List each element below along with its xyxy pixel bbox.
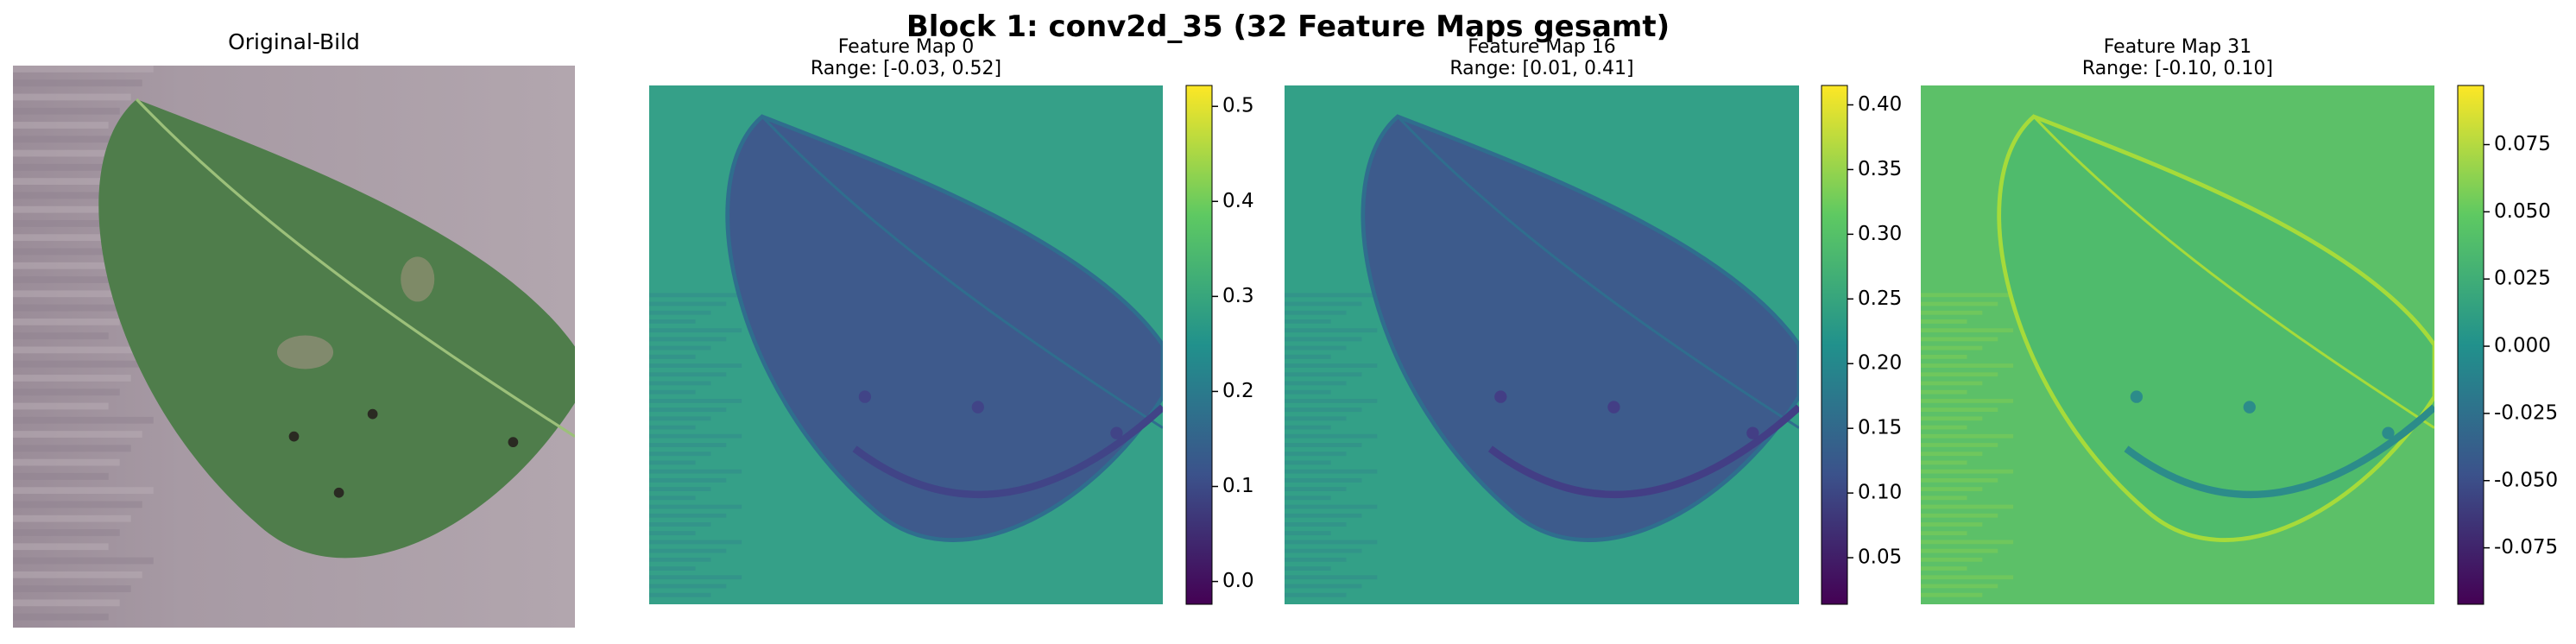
panel-subtitle: Range: [-0.10, 0.10]	[2082, 58, 2273, 79]
colorbar-tick-label: -0.025	[2494, 401, 2558, 424]
colorbar-tick-label: 0.1	[1222, 475, 1254, 497]
colorbar	[2457, 85, 2484, 605]
panel-title: Feature Map 31	[2104, 36, 2252, 58]
colorbar	[1821, 85, 1848, 605]
colorbar-tick-label: 0.15	[1858, 417, 1902, 439]
colorbar-tick-label: -0.075	[2494, 536, 2558, 559]
image	[13, 66, 575, 628]
panel-subtitle: Range: [-0.03, 0.52]	[811, 58, 1001, 79]
colorbar-tick-label: 0.050	[2494, 200, 2551, 223]
panel-title: Original-Bild	[228, 29, 360, 54]
colorbar-tick-label: 0.05	[1858, 546, 1902, 569]
colorbar-tick-label: -0.050	[2494, 469, 2558, 491]
colorbar-tick-label: 0.10	[1858, 482, 1902, 504]
image	[1285, 85, 1799, 604]
colorbar-tick-label: 0.075	[2494, 133, 2551, 155]
colorbar-tick-label: 0.0	[1222, 570, 1254, 592]
colorbar-tick-label: 0.000	[2494, 335, 2551, 357]
colorbar-tick-label: 0.35	[1858, 158, 1902, 180]
colorbar-tick-label: 0.2	[1222, 380, 1254, 402]
colorbar-tick-label: 0.40	[1858, 93, 1902, 116]
panel: Original-Bild	[13, 29, 575, 628]
image	[1921, 85, 2434, 604]
colorbar-tick-label: 0.5	[1222, 95, 1254, 117]
panel-title: Feature Map 16	[1468, 36, 1616, 58]
colorbar-tick-label: 0.30	[1858, 223, 1902, 245]
colorbar-tick-label: 0.25	[1858, 287, 1902, 310]
colorbar-tick-label: 0.3	[1222, 285, 1254, 307]
colorbar	[1185, 85, 1213, 605]
figure-title: Block 1: conv2d_35 (32 Feature Maps gesa…	[906, 9, 1670, 44]
panel-subtitle: Range: [0.01, 0.41]	[1449, 58, 1633, 79]
colorbar-tick-label: 0.025	[2494, 268, 2551, 290]
colorbar-tick-label: 0.20	[1858, 352, 1902, 375]
colorbar-tick-label: 0.4	[1222, 190, 1254, 212]
panel-title: Feature Map 0	[838, 36, 975, 58]
image	[649, 85, 1163, 604]
